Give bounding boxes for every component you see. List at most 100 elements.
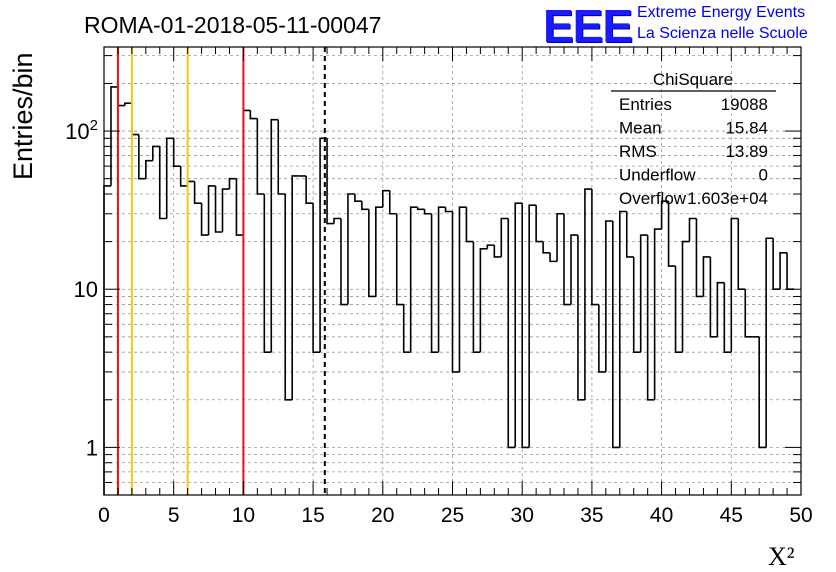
histogram-bin <box>786 252 795 291</box>
histogram-bin <box>131 103 139 136</box>
stats-box: ChiSquare Entries 19088 Mean 15.84 RMS 13.89 U… <box>611 70 776 208</box>
stats-row-value: 19088 <box>721 95 768 114</box>
stats-row-value: 1.603e+04 <box>687 189 768 208</box>
histogram-bin <box>103 185 111 495</box>
histogram-bin <box>151 145 160 161</box>
histogram-bin <box>486 244 495 249</box>
tick-labels: 0 5 10 15 20 25 30 35 40 45 50 1 10 102 <box>65 117 813 527</box>
x-tick-label: 20 <box>371 504 394 527</box>
histogram-bin <box>124 102 132 106</box>
x-tick-label: 10 <box>232 504 255 527</box>
x-tick-label: 50 <box>789 504 812 527</box>
x-axis-label: X² <box>768 542 795 571</box>
reference-lines <box>116 47 326 495</box>
histogram-bin <box>542 241 551 254</box>
histogram-bin <box>723 282 732 353</box>
stats-row-label: Overflow <box>619 189 687 208</box>
stats-row-value: 15.84 <box>725 119 768 138</box>
histogram-bin <box>653 228 662 400</box>
histogram-bin <box>458 206 467 372</box>
histogram-bin <box>319 137 328 353</box>
histogram-bin <box>193 181 202 204</box>
histogram-bin <box>284 194 293 401</box>
histogram-bin <box>340 218 348 306</box>
histogram-bin <box>667 201 676 267</box>
histogram-bin <box>507 218 516 449</box>
stats-title: ChiSquare <box>653 70 733 89</box>
histogram-bin <box>382 189 390 208</box>
histogram-bin <box>221 188 230 233</box>
histogram-bin <box>333 217 341 224</box>
histogram-bin <box>256 118 265 195</box>
histogram-bin <box>514 202 523 448</box>
histogram-bin <box>709 256 718 338</box>
histogram-bin <box>570 234 578 305</box>
histogram-bin <box>625 211 634 258</box>
histogram-bin <box>186 180 195 186</box>
histogram-bin <box>430 213 439 353</box>
logo-line-2: La Scienza nelle Scuole <box>637 25 808 42</box>
histogram-bin <box>354 194 362 203</box>
y-tick-label: 102 <box>65 117 98 144</box>
histogram-bin <box>214 185 223 233</box>
histogram-bin <box>702 256 711 297</box>
histogram-bin <box>465 207 474 243</box>
histogram-bin <box>528 204 537 448</box>
histogram-bin <box>674 266 683 353</box>
x-tick-label: 25 <box>441 504 464 527</box>
histogram-bin <box>423 209 432 215</box>
stats-row-label: Mean <box>619 119 662 138</box>
y-tick-label: 1 <box>86 435 98 460</box>
histogram-bin <box>361 201 369 211</box>
x-tick-label: 45 <box>720 504 743 527</box>
histogram-bin <box>772 238 781 291</box>
histogram-bin <box>402 304 411 353</box>
histogram-bin <box>716 281 725 337</box>
histogram-bin <box>451 211 460 373</box>
histogram-bin <box>158 146 167 220</box>
histogram-bin <box>179 166 188 187</box>
x-tick-label: 35 <box>580 504 603 527</box>
x-tick-label: 30 <box>511 504 534 527</box>
histogram-bin <box>395 213 404 306</box>
histogram-bin <box>632 256 641 353</box>
stats-row-label: Underflow <box>619 166 696 185</box>
eee-logo-mark: EEE <box>543 0 633 52</box>
axis-ticks <box>103 47 802 495</box>
histogram-bin <box>347 193 355 305</box>
logo-line-1: Extreme Energy Events <box>637 4 806 21</box>
histogram-bin <box>326 138 335 225</box>
histogram-bin <box>110 86 118 186</box>
histogram-bin <box>598 304 606 373</box>
histogram-bin <box>165 137 174 219</box>
histogram-bin <box>779 251 788 290</box>
x-tick-label: 0 <box>98 504 110 527</box>
stats-row-label: Entries <box>619 95 672 114</box>
x-tick-label: 5 <box>168 504 180 527</box>
histogram-bin <box>368 209 376 298</box>
histogram-bin <box>437 206 446 353</box>
histogram-bin <box>444 207 453 213</box>
histogram-bin <box>618 210 627 448</box>
histogram-bin <box>277 119 286 195</box>
histogram-bin <box>291 175 300 400</box>
histogram-bin <box>688 217 697 242</box>
histogram-bin <box>744 289 753 338</box>
histogram-bin <box>312 203 321 353</box>
histogram-bin <box>409 206 418 353</box>
histogram-bin <box>549 252 558 263</box>
histogram-bin <box>305 175 314 204</box>
histogram-bin <box>472 241 481 353</box>
histogram-bin <box>695 218 704 298</box>
histogram-bin <box>591 189 599 306</box>
histogram-series <box>103 86 795 495</box>
histogram-bin <box>646 235 655 401</box>
histogram-bin <box>493 245 502 258</box>
histogram-bin <box>375 206 383 297</box>
histogram-bin <box>556 212 565 262</box>
histogram-bin <box>416 207 425 211</box>
chart-title: ROMA-01-2018-05-11-00047 <box>84 12 381 38</box>
x-tick-label: 40 <box>650 504 673 527</box>
histogram-bin <box>521 203 530 449</box>
